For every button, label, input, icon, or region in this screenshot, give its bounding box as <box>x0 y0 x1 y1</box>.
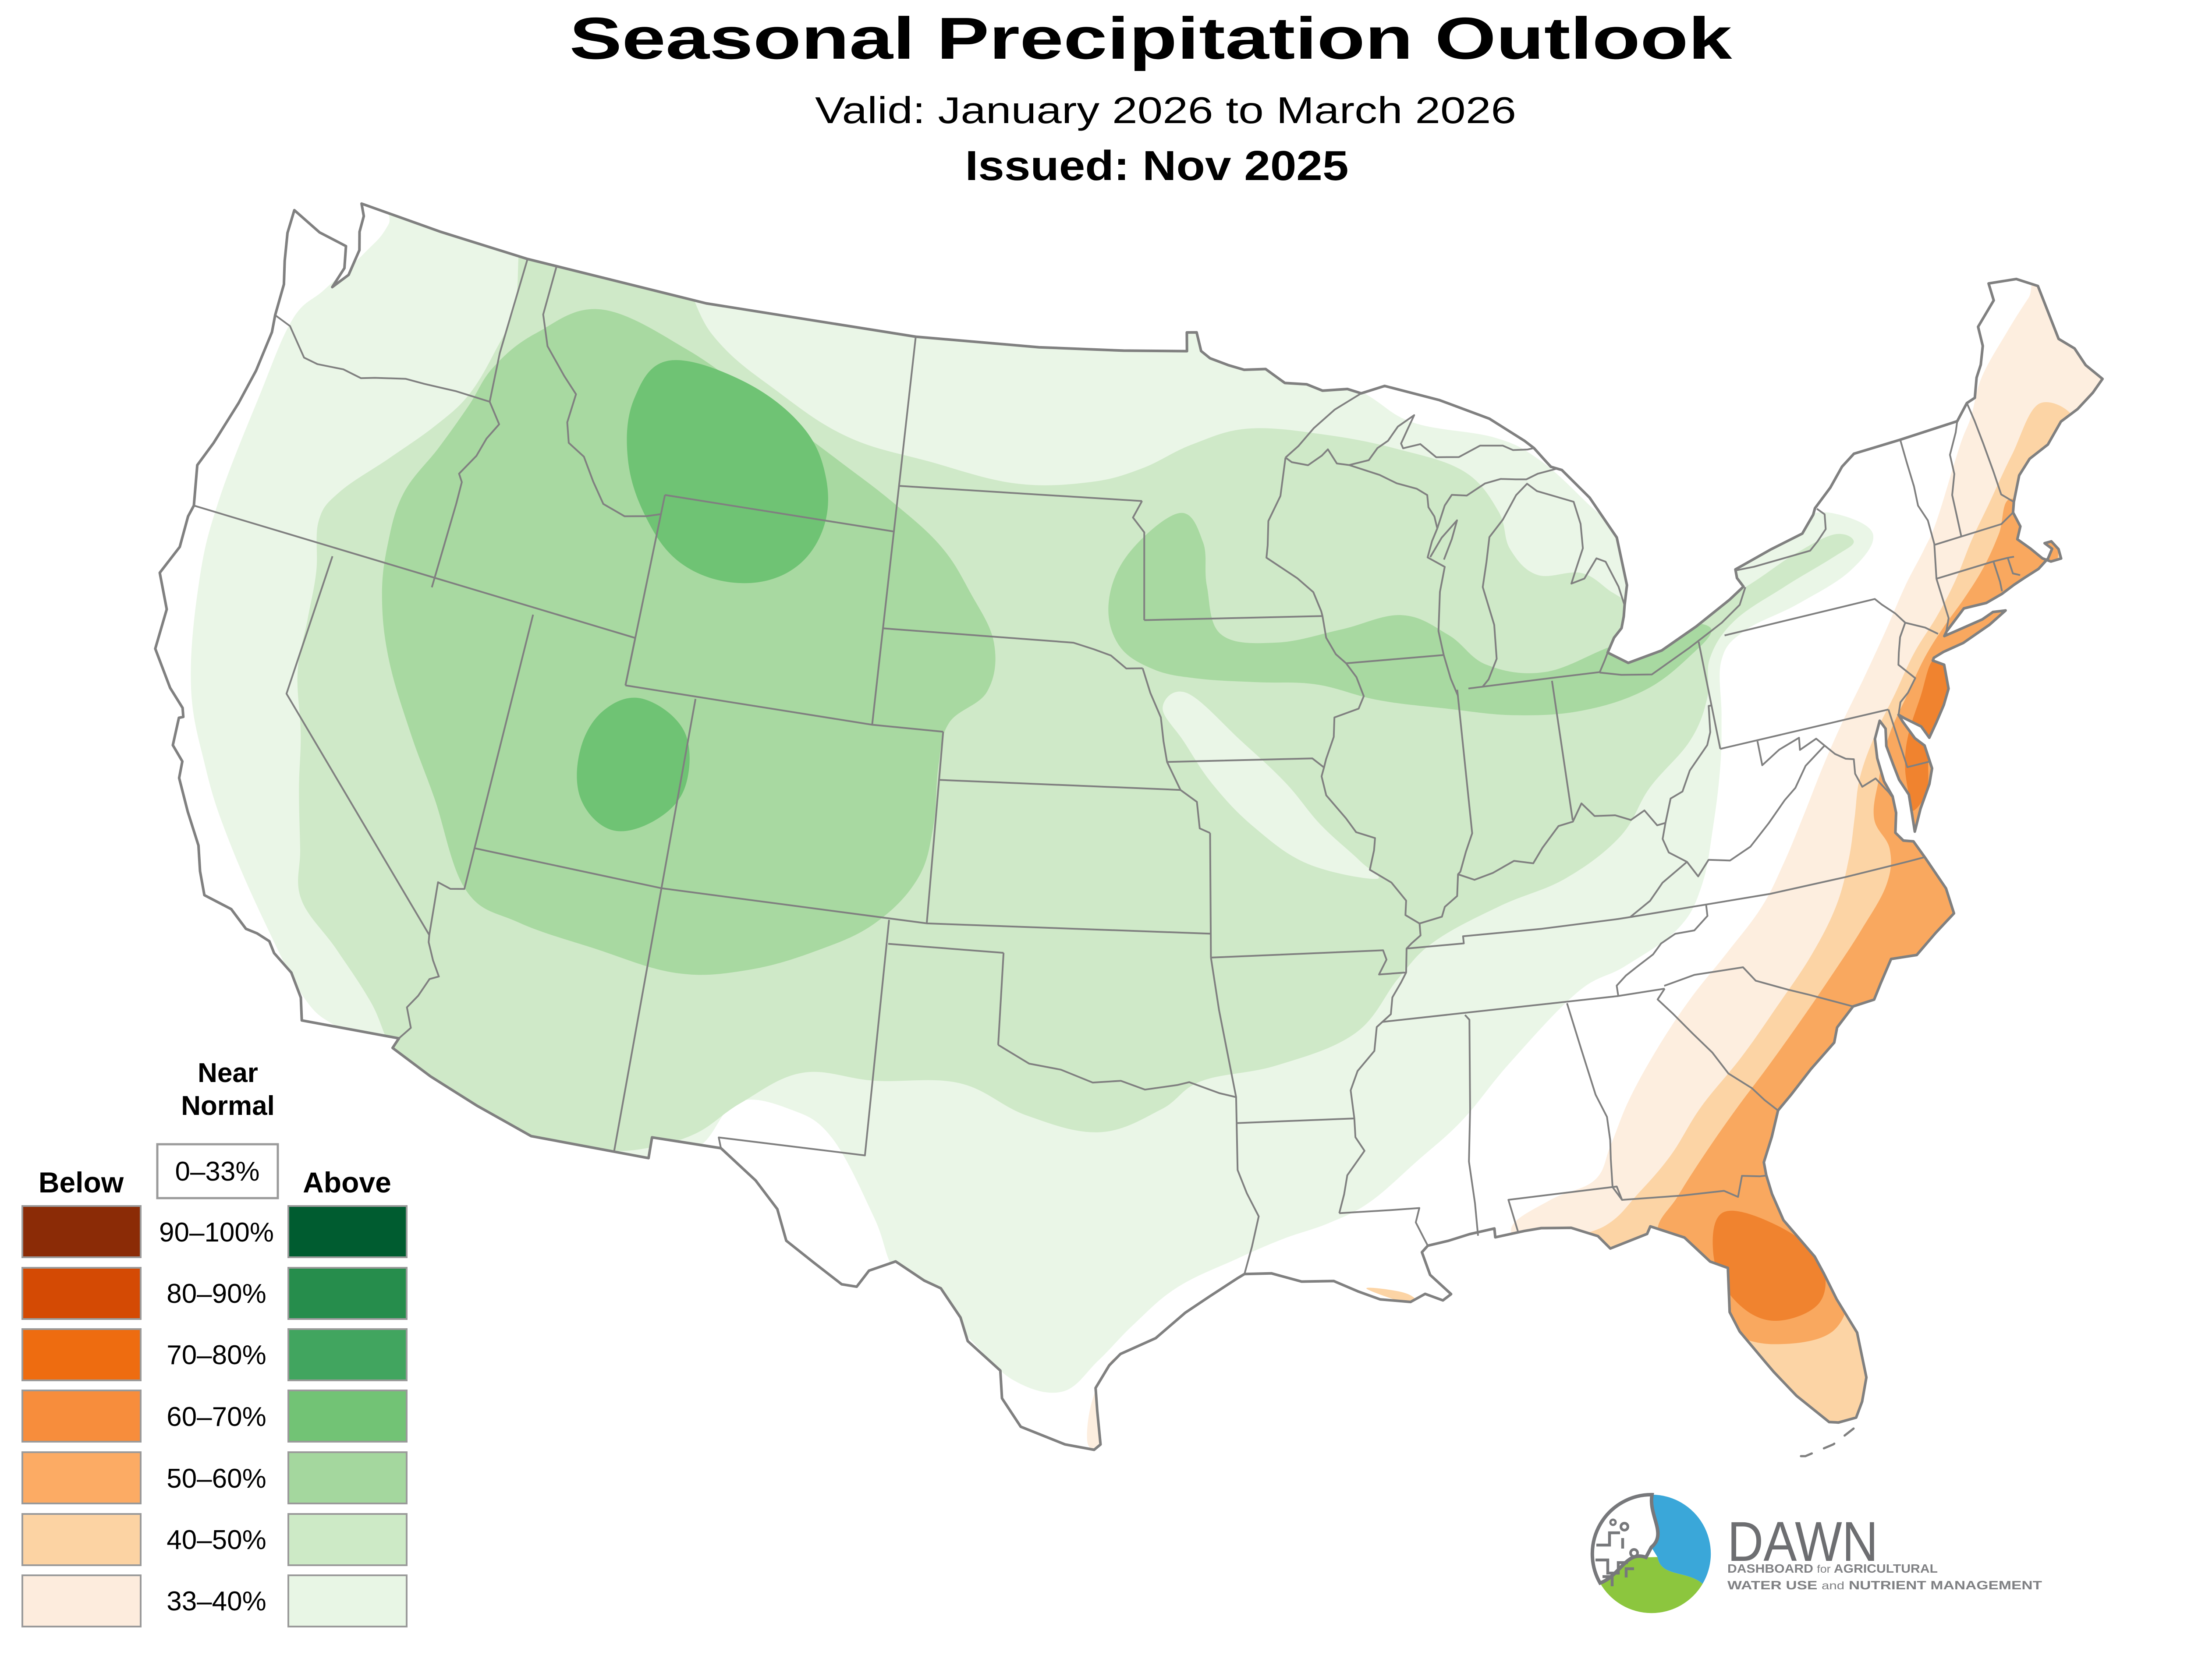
svg-text:40–50%: 40–50% <box>167 1525 266 1555</box>
svg-text:70–80%: 70–80% <box>167 1340 266 1370</box>
svg-text:Valid: January 2026 to March 2: Valid: January 2026 to March 2026 <box>815 90 1516 131</box>
svg-text:Normal: Normal <box>181 1091 275 1121</box>
svg-text:60–70%: 60–70% <box>167 1402 266 1432</box>
svg-text:50–60%: 50–60% <box>167 1464 266 1494</box>
svg-text:Seasonal Precipitation Outlook: Seasonal Precipitation Outlook <box>570 5 1733 71</box>
svg-text:Near: Near <box>198 1058 258 1088</box>
svg-text:Below: Below <box>39 1166 124 1199</box>
svg-text:80–90%: 80–90% <box>167 1279 266 1309</box>
svg-text:WATER USE and NUTRIENT MANAGEM: WATER USE and NUTRIENT MANAGEMENT <box>1727 1578 2042 1592</box>
svg-text:Issued: Nov 2025: Issued: Nov 2025 <box>965 142 1349 189</box>
svg-text:DASHBOARD for AGRICULTURAL: DASHBOARD for AGRICULTURAL <box>1727 1562 1938 1575</box>
svg-text:90–100%: 90–100% <box>159 1217 274 1248</box>
svg-text:Above: Above <box>303 1166 391 1199</box>
svg-text:33–40%: 33–40% <box>167 1586 266 1616</box>
svg-text:DAWN: DAWN <box>1727 1510 1878 1573</box>
svg-text:0–33%: 0–33% <box>175 1157 259 1187</box>
